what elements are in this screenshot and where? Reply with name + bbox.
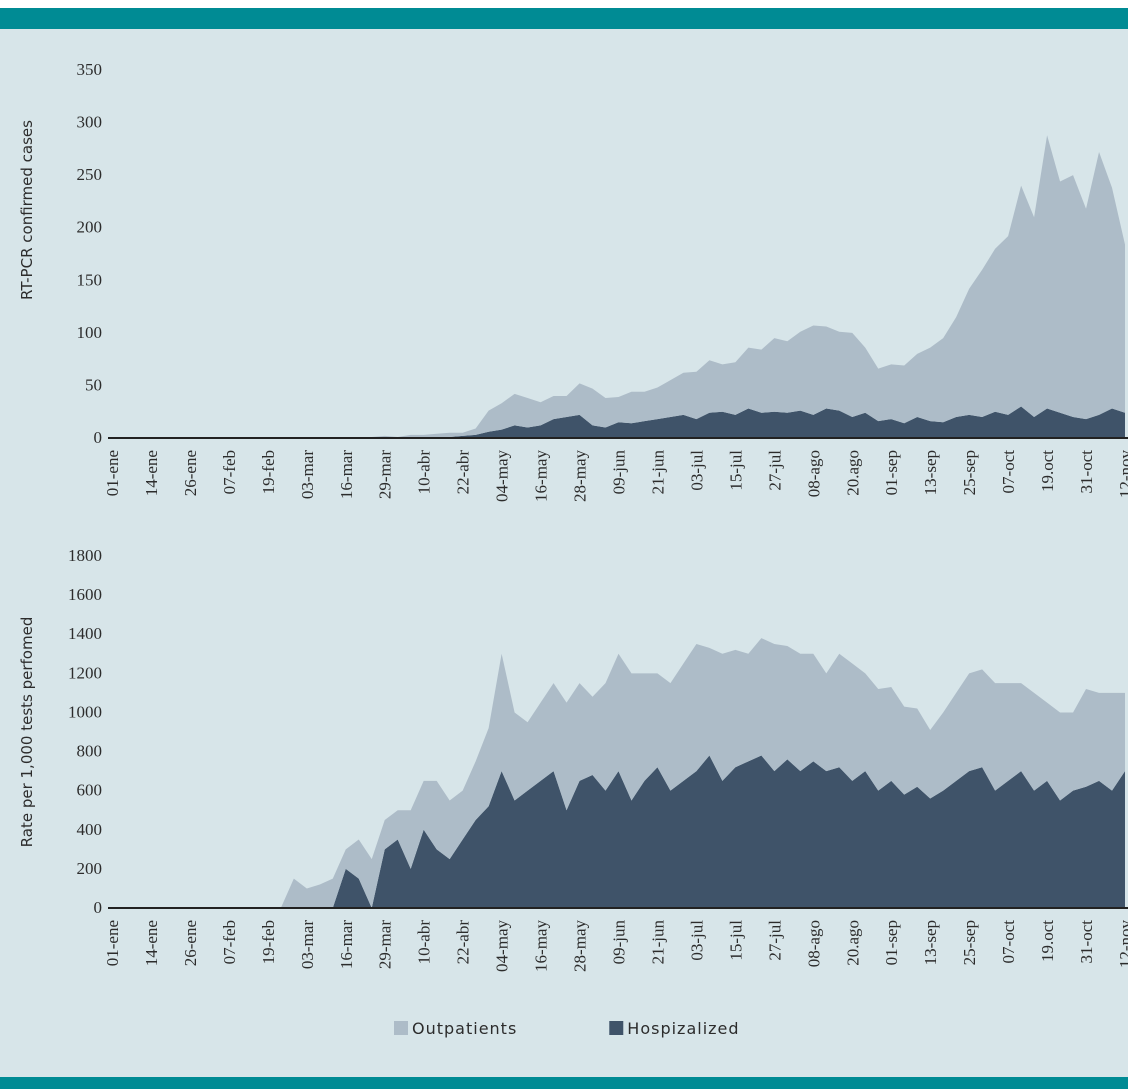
x-tick-label: 28-may [571, 920, 590, 972]
area [112, 638, 1125, 908]
x-tick-label: 27-jul [765, 450, 784, 491]
bottom-band [0, 1077, 1128, 1089]
x-tick-label: 16-may [532, 450, 551, 502]
x-tick-label: 08-ago [804, 920, 823, 967]
x-tick-label: 21-jun [648, 920, 667, 965]
x-tick-label: 10-abr [415, 450, 434, 495]
x-tick-label: 07-feb [220, 450, 239, 494]
legend-swatch [609, 1021, 624, 1035]
area [112, 755, 1125, 908]
x-tick-label: 01-ene [103, 450, 122, 496]
x-tick-label: 29-mar [376, 450, 395, 499]
x-tick-label: 09-jun [610, 450, 629, 495]
top-margin [0, 0, 1128, 8]
y-tick-label: 400 [77, 820, 103, 839]
x-tick-label: 07-oct [999, 920, 1018, 964]
x-tick-label: 07-feb [220, 920, 239, 964]
x-tick-label: 19.oct [1038, 450, 1057, 492]
x-tick-label: 13-sep [921, 450, 940, 495]
x-tick-label: 14-ene [142, 920, 161, 966]
x-tick-label: 03-mar [298, 450, 317, 499]
x-tick-label: 25-sep [960, 450, 979, 495]
x-tick-label: 08-ago [804, 450, 823, 497]
x-tick-label: 16-may [532, 920, 551, 972]
x-tick-label: 03-jul [687, 920, 706, 961]
x-tick-label: 20.ago [843, 450, 862, 496]
x-tick-label: 19-feb [259, 450, 278, 494]
x-tick-label: 16-mar [337, 450, 356, 499]
x-tick-label: 25-sep [960, 920, 979, 965]
x-tick-label: 01-sep [882, 920, 901, 965]
x-tick-label: 14-ene [142, 450, 161, 496]
area [112, 135, 1125, 438]
y-tick-label: 800 [77, 742, 103, 761]
y-axis-title: Rate per 1,000 tests perfomed [18, 617, 36, 848]
top-band [0, 8, 1128, 29]
x-tick-label: 20.ago [843, 920, 862, 966]
y-tick-label: 300 [77, 113, 103, 132]
y-tick-label: 150 [77, 270, 103, 289]
x-tick-label: 19.oct [1038, 920, 1057, 962]
x-tick-label: 21-jun [648, 450, 667, 495]
y-axis-title: RT-PCR confirmed cases [18, 120, 36, 300]
x-tick-label: 01-sep [882, 450, 901, 495]
x-tick-label: 10-abr [415, 920, 434, 965]
legend-swatch [394, 1021, 408, 1035]
x-tick-label: 31-oct [1077, 920, 1096, 964]
x-tick-label: 01-ene [103, 920, 122, 966]
y-tick-label: 1400 [68, 624, 102, 643]
x-tick-label: 04-may [493, 450, 512, 502]
x-tick-label: 26-ene [181, 450, 200, 496]
x-tick-label: 29-mar [376, 920, 395, 969]
legend-label: Outpatients [412, 1019, 517, 1038]
y-tick-label: 200 [77, 218, 103, 237]
y-tick-label: 0 [94, 428, 103, 447]
y-tick-label: 200 [77, 859, 103, 878]
y-tick-label: 600 [77, 781, 103, 800]
x-tick-label: 15-jul [726, 450, 745, 491]
x-tick-label: 04-may [493, 920, 512, 972]
y-tick-label: 1600 [68, 585, 102, 604]
x-tick-label: 15-jul [726, 920, 745, 961]
x-tick-label: 03-jul [687, 450, 706, 491]
x-tick-label: 16-mar [337, 920, 356, 969]
x-tick-label: 27-jul [765, 920, 784, 961]
x-tick-label: 31-oct [1077, 450, 1096, 494]
x-tick-label: 07-oct [999, 450, 1018, 494]
y-tick-label: 350 [77, 60, 103, 79]
x-tick-label: 22-abr [454, 450, 473, 495]
x-tick-label: 09-jun [610, 920, 629, 965]
x-tick-label: 03-mar [298, 920, 317, 969]
x-tick-label: 12-nov [1116, 450, 1128, 499]
y-tick-label: 1000 [68, 702, 102, 721]
x-tick-label: 19-feb [259, 920, 278, 964]
y-tick-label: 250 [77, 165, 103, 184]
x-tick-label: 26-ene [181, 920, 200, 966]
y-tick-label: 100 [77, 323, 103, 342]
x-tick-label: 28-may [571, 450, 590, 502]
y-tick-label: 1200 [68, 663, 102, 682]
x-tick-label: 12-nov [1116, 920, 1128, 969]
y-tick-label: 1800 [68, 546, 102, 565]
x-tick-label: 22-abr [454, 920, 473, 965]
y-tick-label: 0 [94, 898, 103, 917]
y-tick-label: 50 [85, 375, 102, 394]
x-tick-label: 13-sep [921, 920, 940, 965]
legend-label: Hospizalized [627, 1019, 739, 1038]
